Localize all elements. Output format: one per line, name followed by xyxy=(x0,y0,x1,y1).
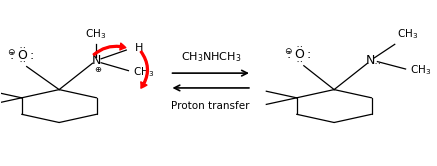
Text: N: N xyxy=(366,54,376,67)
Text: :: : xyxy=(307,48,311,61)
Text: :: : xyxy=(30,48,34,62)
Text: H: H xyxy=(135,43,143,53)
Text: CH$_3$: CH$_3$ xyxy=(397,27,418,41)
Text: :: : xyxy=(287,48,291,61)
Text: CH$_3$NHCH$_3$: CH$_3$NHCH$_3$ xyxy=(180,50,241,64)
Text: ⋅⋅: ⋅⋅ xyxy=(18,45,27,51)
FancyArrowPatch shape xyxy=(140,51,149,88)
Text: O: O xyxy=(17,48,27,62)
Text: $\ominus$: $\ominus$ xyxy=(284,46,293,56)
Text: $\oplus$: $\oplus$ xyxy=(94,65,102,74)
Text: N: N xyxy=(91,54,101,67)
Text: CH$_3$: CH$_3$ xyxy=(85,27,107,41)
Text: $\ominus$: $\ominus$ xyxy=(7,47,16,57)
Text: Proton transfer: Proton transfer xyxy=(171,101,250,111)
Text: :: : xyxy=(9,48,14,62)
Text: O: O xyxy=(295,48,305,61)
FancyArrowPatch shape xyxy=(93,43,126,55)
Text: CH$_3$: CH$_3$ xyxy=(133,65,154,79)
Text: ⋅⋅: ⋅⋅ xyxy=(373,61,382,67)
Text: ⋅⋅: ⋅⋅ xyxy=(18,59,27,65)
Text: CH$_3$: CH$_3$ xyxy=(410,63,431,77)
Text: ⋅⋅: ⋅⋅ xyxy=(295,44,304,50)
Text: ⋅⋅: ⋅⋅ xyxy=(295,59,304,65)
